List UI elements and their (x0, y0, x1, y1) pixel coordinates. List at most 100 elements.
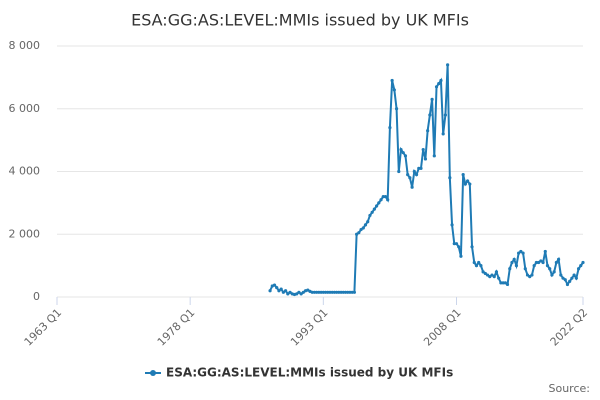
data-point (348, 290, 352, 294)
data-point (432, 154, 436, 158)
x-tick-label: 1993 Q1 (288, 306, 331, 349)
data-point (508, 267, 512, 271)
data-point (277, 289, 281, 293)
data-point (397, 169, 401, 174)
data-point (332, 290, 337, 294)
data-point (477, 260, 481, 265)
data-point (421, 147, 425, 152)
data-point (461, 173, 465, 177)
data-point (368, 213, 372, 218)
y-tick-label: 8 000 (9, 39, 41, 52)
data-point (474, 264, 479, 268)
data-point (510, 260, 514, 265)
data-point (485, 273, 490, 277)
data-point (552, 270, 556, 274)
data-point (514, 264, 519, 268)
data-point (428, 113, 432, 117)
data-point (497, 276, 501, 280)
y-tick-label: 2 000 (9, 227, 41, 240)
data-point (279, 287, 283, 291)
x-tick-label: 1978 Q1 (155, 306, 198, 349)
data-point (537, 260, 541, 265)
data-point (301, 290, 305, 294)
data-point (319, 290, 323, 294)
data-point (423, 157, 428, 161)
data-point (561, 276, 565, 280)
data-point (317, 290, 321, 294)
data-point (503, 281, 507, 285)
data-point (479, 264, 483, 268)
data-point (470, 245, 474, 249)
source: Source: (549, 382, 591, 395)
data-point (434, 85, 439, 89)
data-point (543, 249, 547, 254)
data-point (490, 273, 494, 277)
data-point (559, 273, 563, 277)
data-point (532, 264, 536, 268)
data-point (488, 275, 492, 279)
data-point (472, 260, 476, 265)
data-point (452, 242, 456, 246)
data-point (454, 242, 459, 246)
data-point (343, 290, 348, 294)
data-point (272, 283, 277, 287)
y-tick-label: 6 000 (9, 102, 41, 115)
data-point (295, 292, 299, 296)
data-point (414, 173, 419, 177)
data-point (441, 132, 445, 136)
data-point (323, 290, 328, 294)
data-point (394, 107, 399, 111)
data-point (286, 292, 290, 296)
data-point (361, 226, 365, 230)
data-point (501, 281, 505, 285)
data-point (328, 290, 332, 294)
data-point (281, 290, 285, 294)
data-point (443, 113, 447, 117)
data-point (523, 267, 527, 271)
data-point (499, 281, 503, 285)
data-point (505, 282, 510, 287)
data-point (574, 276, 578, 280)
data-point (352, 290, 357, 294)
data-point (406, 173, 410, 177)
data-point (330, 290, 334, 294)
data-point (437, 82, 441, 86)
data-point (519, 249, 523, 254)
data-point (346, 290, 350, 294)
data-point (341, 290, 345, 294)
series-line (269, 64, 584, 296)
data-point (579, 264, 583, 268)
legend-label: ESA:GG:AS:LEVEL:MMIs issued by UK MFIs (166, 366, 453, 380)
data-point (310, 290, 314, 294)
data-point (386, 198, 390, 202)
x-tick-label: 1963 Q1 (22, 306, 65, 349)
data-point (554, 260, 558, 265)
data-point (545, 264, 550, 268)
data-point (494, 270, 499, 274)
data-point (377, 201, 381, 205)
x-tick-label: 2008 Q1 (421, 306, 464, 349)
data-point (539, 259, 543, 263)
data-point (450, 223, 454, 227)
data-point (321, 290, 325, 294)
data-point (374, 204, 379, 208)
data-point (448, 176, 452, 180)
data-point (388, 125, 392, 130)
data-point (528, 275, 532, 279)
data-point (339, 290, 343, 294)
data-point (312, 290, 317, 294)
data-point (372, 207, 376, 211)
data-point (392, 88, 396, 92)
data-point (399, 147, 403, 152)
data-point (326, 290, 330, 294)
data-point (370, 210, 374, 214)
data-point (446, 63, 450, 67)
data-point (275, 285, 279, 290)
data-point (288, 290, 292, 294)
data-point (408, 176, 412, 180)
data-point (426, 129, 430, 133)
data-point (337, 290, 341, 294)
data-point (297, 290, 301, 294)
data-point (568, 279, 572, 283)
data-point (556, 257, 561, 261)
